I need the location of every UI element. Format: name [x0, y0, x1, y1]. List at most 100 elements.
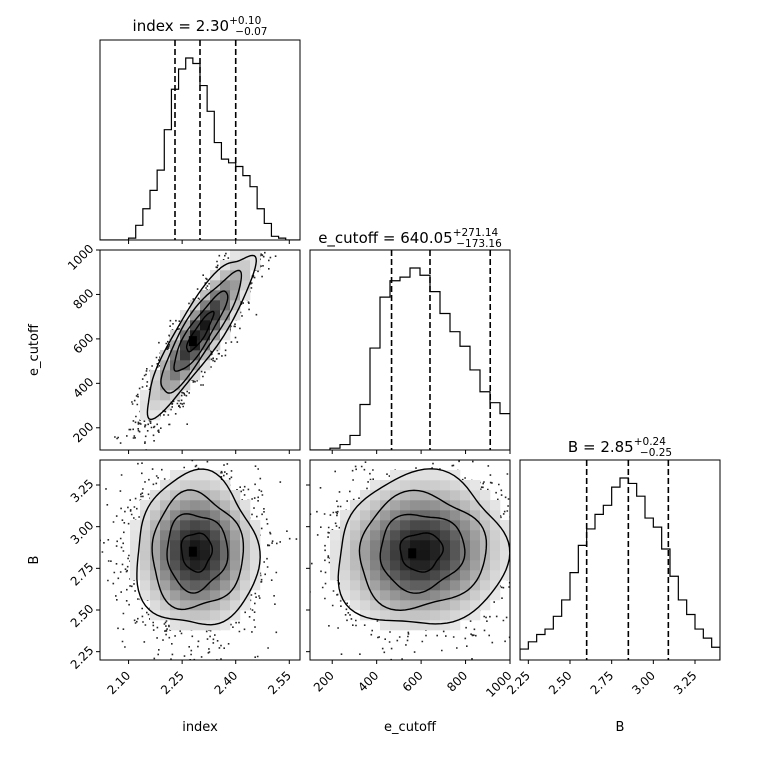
- density-cell: [420, 520, 431, 531]
- density-cell: [450, 560, 461, 571]
- density-cell: [460, 510, 471, 521]
- title-b-prefix: B =: [568, 438, 600, 456]
- density-cell: [410, 620, 421, 631]
- density-cell: [210, 550, 221, 561]
- density-cell: [400, 580, 411, 591]
- density-peak: [188, 336, 197, 347]
- density-cell: [240, 530, 251, 541]
- density-cell: [240, 520, 251, 531]
- density-cell: [390, 570, 401, 581]
- density-cell: [150, 490, 161, 501]
- density-cell: [330, 530, 341, 541]
- density-cell: [390, 580, 401, 591]
- density-cell: [210, 340, 221, 351]
- density-cell: [230, 610, 241, 621]
- contour-level-4: [146, 254, 258, 421]
- density-cell: [240, 550, 251, 561]
- density-cell: [470, 610, 481, 621]
- density-peak: [188, 546, 197, 557]
- density-cell: [220, 600, 231, 611]
- density-cell: [180, 500, 191, 511]
- density-cell: [340, 520, 351, 531]
- density-cell: [210, 570, 221, 581]
- density-cell: [190, 490, 201, 501]
- density-cell: [400, 570, 411, 581]
- density-cell: [470, 510, 481, 521]
- density-cell: [160, 560, 171, 571]
- density-cell: [210, 510, 221, 521]
- density-cell: [220, 550, 231, 561]
- density-cell: [430, 480, 441, 491]
- density-cell: [210, 330, 221, 341]
- xlabel-index: index: [182, 720, 218, 735]
- density-cell: [230, 550, 241, 561]
- hist-panel-index: [99, 39, 301, 241]
- density-cell: [200, 520, 211, 531]
- density-cell: [420, 510, 431, 521]
- density-cell: [170, 390, 181, 401]
- density-cell: [220, 490, 231, 501]
- density-cell: [190, 580, 201, 591]
- density-cell: [350, 530, 361, 541]
- density-cell: [410, 540, 421, 551]
- density-cell: [160, 570, 171, 581]
- pair-panel-index-e_cutoff: [99, 249, 301, 451]
- density-cell: [230, 600, 241, 611]
- density-cell: [210, 470, 221, 481]
- contour-level-3: [358, 489, 488, 612]
- density-cell: [170, 560, 181, 571]
- density-cell: [480, 540, 491, 551]
- density-cell: [420, 530, 431, 541]
- density-cell: [180, 620, 191, 631]
- density-cell: [440, 620, 451, 631]
- density-cell: [410, 590, 421, 601]
- density-cell: [420, 470, 431, 481]
- density-cell: [370, 600, 381, 611]
- density-cell: [250, 570, 261, 581]
- density-cell: [140, 530, 151, 541]
- density-cell: [450, 620, 461, 631]
- density-cell: [250, 580, 261, 591]
- density-cell: [440, 570, 451, 581]
- density-cell: [140, 590, 151, 601]
- density-cell: [400, 550, 411, 561]
- density-cell: [220, 310, 231, 321]
- density-cell: [460, 540, 471, 551]
- density-cell: [400, 590, 411, 601]
- density-cell: [470, 530, 481, 541]
- density-cell: [480, 490, 491, 501]
- density-cell: [460, 490, 471, 501]
- title-e-cutoff-prefix: e_cutoff =: [318, 229, 400, 248]
- density-cell: [400, 480, 411, 491]
- density-cell: [440, 580, 451, 591]
- density-cell: [190, 610, 201, 621]
- density-cell: [170, 530, 181, 541]
- density-cell: [490, 550, 501, 561]
- density-cell: [140, 520, 151, 531]
- density-cell: [190, 350, 201, 361]
- density-cell: [460, 530, 471, 541]
- density-cell: [230, 500, 241, 511]
- density-cell: [340, 560, 351, 571]
- density-cell: [430, 560, 441, 571]
- density-cell: [200, 320, 211, 331]
- density-cell: [460, 570, 471, 581]
- density-cell: [390, 610, 401, 621]
- density-cell: [230, 590, 241, 601]
- density-cell: [370, 570, 381, 581]
- ytick-label-e_cutoff-0: 200: [70, 419, 96, 445]
- density-cell: [480, 520, 491, 531]
- density-cell: [440, 530, 451, 541]
- density-cell: [190, 570, 201, 581]
- density-cell: [240, 540, 251, 551]
- density-cell: [340, 580, 351, 591]
- xtick-label-B-4: 3.25: [671, 668, 700, 697]
- density-cell: [330, 550, 341, 561]
- density-cell: [480, 590, 491, 601]
- density-cell: [170, 490, 181, 501]
- density-cell: [230, 300, 241, 311]
- density-cell: [180, 580, 191, 591]
- density-cell: [220, 510, 231, 521]
- density-cell: [480, 510, 491, 521]
